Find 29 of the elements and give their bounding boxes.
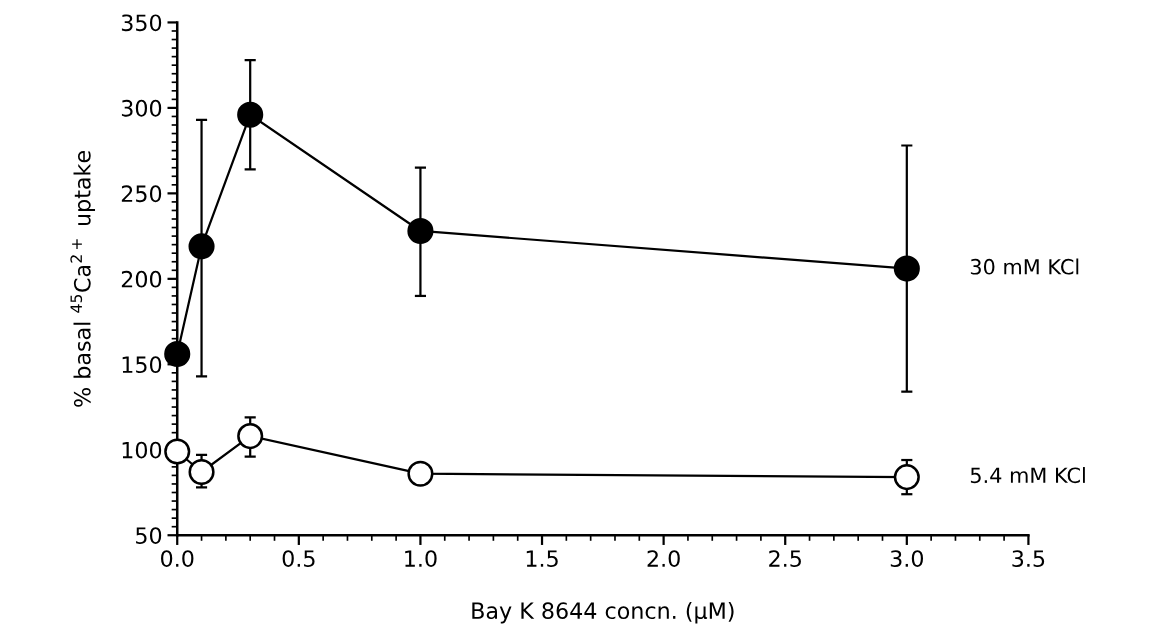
x-tick-label: 0.0 bbox=[161, 550, 194, 568]
x-axis-title: Bay K 8644 concn. (μM) bbox=[472, 601, 734, 624]
x-tick-label: 1.5 bbox=[526, 550, 558, 568]
point bbox=[164, 340, 191, 368]
x-tick-label: 2.0 bbox=[647, 550, 680, 568]
text: 30 mM KCl bbox=[970, 258, 1079, 275]
x-tick-label: 2.5 bbox=[769, 550, 801, 568]
x-tick-label: 3.5 bbox=[1012, 550, 1045, 568]
y-tick-label: 200 bbox=[121, 270, 162, 288]
x-tick-label: 0.5 bbox=[282, 550, 315, 568]
point bbox=[164, 438, 191, 465]
y-tick-label: 100 bbox=[122, 441, 162, 459]
point bbox=[407, 217, 434, 245]
x-tick-label: 1.0 bbox=[405, 550, 437, 568]
point bbox=[893, 464, 920, 491]
y-tick-label: 250 bbox=[121, 185, 162, 203]
x-tick-label: 3.0 bbox=[890, 550, 924, 568]
y-tick-label: 350 bbox=[121, 14, 162, 32]
point bbox=[237, 423, 264, 450]
y-axis-title: % basal $^{45}$Ca$^{2+}$ uptake bbox=[70, 151, 96, 407]
point bbox=[407, 460, 434, 487]
y-tick-label: 150 bbox=[122, 356, 162, 374]
point bbox=[188, 233, 215, 260]
point bbox=[237, 101, 264, 128]
y-tick-label: 50 bbox=[136, 527, 162, 544]
y-tick-label: 300 bbox=[121, 99, 162, 117]
text: 5.4 mM KCl bbox=[970, 467, 1085, 484]
point bbox=[188, 458, 215, 486]
point bbox=[893, 255, 920, 282]
